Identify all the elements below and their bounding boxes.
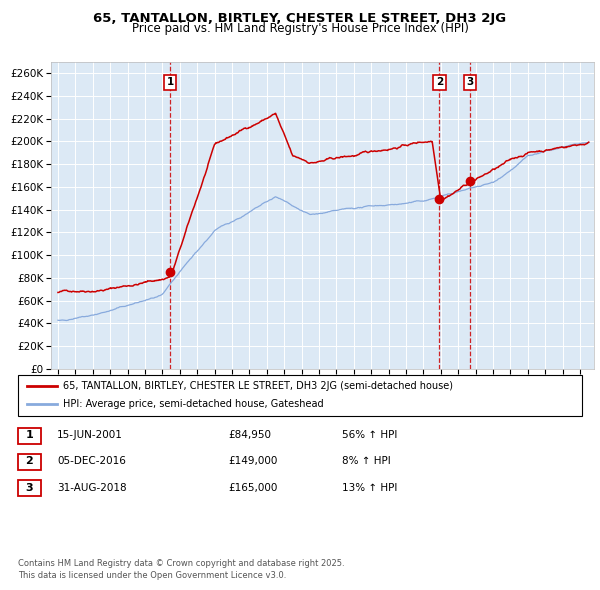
Text: This data is licensed under the Open Government Licence v3.0.: This data is licensed under the Open Gov… (18, 571, 286, 580)
Text: Contains HM Land Registry data © Crown copyright and database right 2025.: Contains HM Land Registry data © Crown c… (18, 559, 344, 568)
Text: HPI: Average price, semi-detached house, Gateshead: HPI: Average price, semi-detached house,… (63, 399, 323, 409)
Text: 65, TANTALLON, BIRTLEY, CHESTER LE STREET, DH3 2JG: 65, TANTALLON, BIRTLEY, CHESTER LE STREE… (94, 12, 506, 25)
Text: £149,000: £149,000 (228, 457, 277, 466)
Text: £165,000: £165,000 (228, 483, 277, 493)
Text: 13% ↑ HPI: 13% ↑ HPI (342, 483, 397, 493)
Text: £84,950: £84,950 (228, 431, 271, 440)
Text: 8% ↑ HPI: 8% ↑ HPI (342, 457, 391, 466)
Text: 15-JUN-2001: 15-JUN-2001 (57, 431, 123, 440)
Text: 56% ↑ HPI: 56% ↑ HPI (342, 431, 397, 440)
Text: 1: 1 (26, 431, 33, 440)
Text: 31-AUG-2018: 31-AUG-2018 (57, 483, 127, 493)
Text: 65, TANTALLON, BIRTLEY, CHESTER LE STREET, DH3 2JG (semi-detached house): 65, TANTALLON, BIRTLEY, CHESTER LE STREE… (63, 381, 453, 391)
Text: 05-DEC-2016: 05-DEC-2016 (57, 457, 126, 466)
Text: 2: 2 (436, 77, 443, 87)
Text: Price paid vs. HM Land Registry's House Price Index (HPI): Price paid vs. HM Land Registry's House … (131, 22, 469, 35)
Text: 1: 1 (167, 77, 174, 87)
Text: 3: 3 (26, 483, 33, 493)
Text: 3: 3 (466, 77, 473, 87)
Text: 2: 2 (26, 457, 33, 466)
